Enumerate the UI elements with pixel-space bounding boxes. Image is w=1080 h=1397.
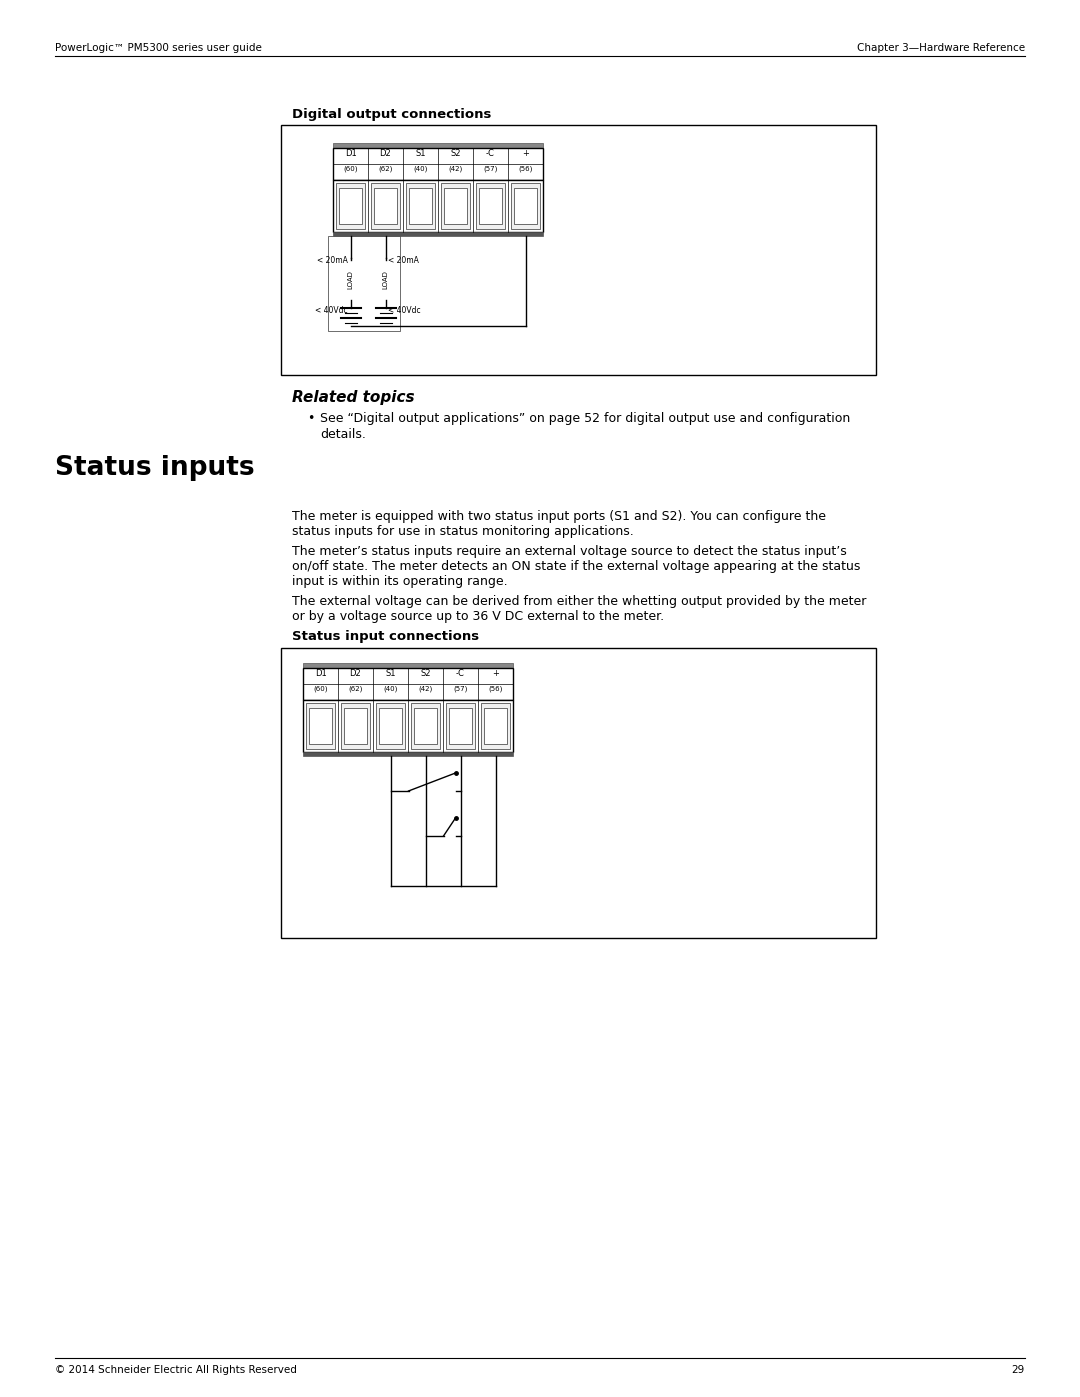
Bar [444, 189, 467, 224]
Text: -C: -C [456, 669, 464, 678]
Text: (57): (57) [454, 685, 468, 692]
Bar [376, 703, 405, 749]
Bar [414, 708, 437, 745]
Bar [476, 183, 505, 229]
Text: (42): (42) [418, 685, 433, 692]
Bar [406, 183, 435, 229]
Text: S1: S1 [386, 669, 395, 678]
Text: The meter’s status inputs require an external voltage source to detect the statu: The meter’s status inputs require an ext… [292, 545, 861, 588]
Text: S1: S1 [415, 149, 426, 158]
Bar [511, 183, 540, 229]
Text: Related topics: Related topics [292, 390, 415, 405]
Bar [303, 668, 513, 700]
Bar [336, 183, 365, 229]
Text: (56): (56) [488, 685, 502, 692]
Bar [333, 180, 543, 232]
Bar [484, 708, 507, 745]
Text: The external voltage can be derived from either the whetting output provided by : The external voltage can be derived from… [292, 595, 866, 623]
Text: (56): (56) [518, 165, 532, 172]
Text: < 20mA: < 20mA [389, 256, 419, 265]
Text: LOAD: LOAD [382, 271, 389, 289]
Bar [481, 703, 510, 749]
Text: D1: D1 [314, 669, 326, 678]
Bar [341, 703, 370, 749]
Text: See “Digital output applications” on page 52 for digital output use and configur: See “Digital output applications” on pag… [320, 412, 850, 425]
Text: Chapter 3—Hardware Reference: Chapter 3—Hardware Reference [856, 43, 1025, 53]
Text: •: • [307, 412, 314, 425]
Text: D1: D1 [345, 149, 356, 158]
Text: D2: D2 [350, 669, 362, 678]
Text: (57): (57) [484, 165, 498, 172]
Text: (62): (62) [378, 165, 393, 172]
Bar [374, 189, 397, 224]
Bar [480, 189, 502, 224]
Text: S2: S2 [420, 669, 431, 678]
Text: < 20mA: < 20mA [316, 256, 348, 265]
Bar [333, 232, 543, 236]
Text: S2: S2 [450, 149, 461, 158]
Bar [411, 703, 440, 749]
Bar [449, 708, 472, 745]
Bar [309, 708, 332, 745]
Bar [514, 189, 537, 224]
Bar [303, 752, 513, 756]
Text: +: + [522, 149, 529, 158]
Text: 29: 29 [1012, 1365, 1025, 1375]
Text: (60): (60) [343, 165, 357, 172]
Bar [303, 700, 513, 752]
Text: (62): (62) [349, 685, 363, 692]
Text: -C: -C [486, 149, 495, 158]
Text: LOAD: LOAD [348, 271, 353, 289]
Text: D2: D2 [380, 149, 391, 158]
Text: (40): (40) [414, 165, 428, 172]
Text: < 40Vdc: < 40Vdc [389, 306, 421, 314]
Bar [345, 708, 367, 745]
Bar [441, 183, 470, 229]
Text: © 2014 Schneider Electric All Rights Reserved: © 2014 Schneider Electric All Rights Res… [55, 1365, 297, 1375]
Text: Digital output connections: Digital output connections [292, 108, 491, 122]
Bar [372, 183, 400, 229]
Text: < 40Vdc: < 40Vdc [315, 306, 348, 314]
Text: Status input connections: Status input connections [292, 630, 480, 643]
Bar [339, 189, 362, 224]
Bar [379, 708, 402, 745]
Bar [303, 664, 513, 668]
Text: (60): (60) [313, 685, 327, 692]
Text: details.: details. [320, 427, 366, 441]
Text: PowerLogic™ PM5300 series user guide: PowerLogic™ PM5300 series user guide [55, 43, 261, 53]
Bar [333, 148, 543, 180]
Bar [409, 189, 432, 224]
Bar [281, 648, 876, 937]
Text: Status inputs: Status inputs [55, 455, 255, 481]
Bar [333, 142, 543, 148]
Bar [341, 260, 360, 300]
Text: The meter is equipped with two status input ports (S1 and S2). You can configure: The meter is equipped with two status in… [292, 510, 826, 538]
Bar [328, 236, 400, 331]
Bar [446, 703, 475, 749]
Bar [306, 703, 335, 749]
Bar [377, 260, 394, 300]
Text: +: + [492, 669, 499, 678]
Text: (40): (40) [383, 685, 397, 692]
Text: (42): (42) [448, 165, 462, 172]
Bar [281, 124, 876, 374]
